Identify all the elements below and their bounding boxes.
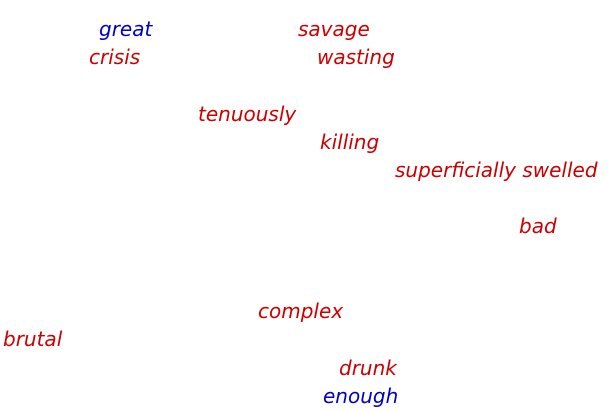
word-enough: enough [323, 384, 399, 408]
word-wasting: wasting [317, 45, 395, 69]
word-tenuously: tenuously [198, 102, 297, 126]
word-crisis: crisis [89, 45, 141, 69]
word-brutal: brutal [3, 327, 63, 351]
word-complex: complex [258, 299, 344, 323]
word-bad: bad [519, 214, 557, 238]
word-great: great [99, 17, 153, 41]
word-savage: savage [298, 17, 370, 41]
word-superficially-swelled: superficially swelled [395, 158, 598, 182]
word-drunk: drunk [339, 356, 397, 380]
word-killing: killing [320, 130, 380, 154]
